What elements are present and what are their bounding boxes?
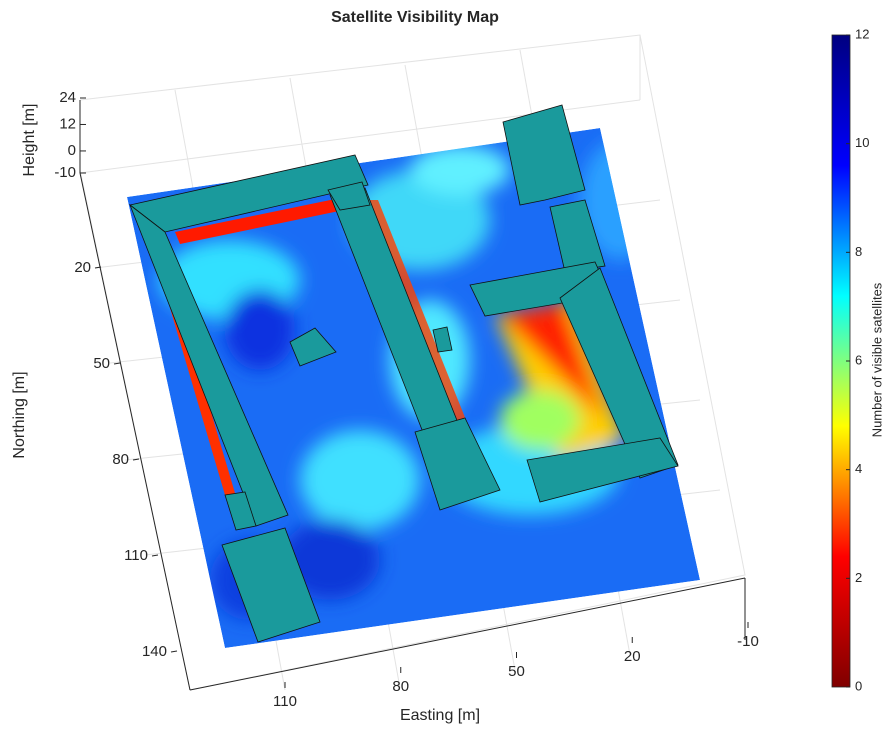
colorbar-tick-label: 8	[855, 244, 862, 259]
x-tick-label: 50	[508, 663, 525, 680]
x-tick-label: 80	[392, 678, 409, 695]
y-tick-label: 50	[93, 355, 110, 372]
z-tick-label: 0	[68, 142, 76, 159]
x-tick-label: 20	[624, 648, 641, 665]
y-tick	[171, 651, 177, 652]
y-tick-label: 110	[124, 547, 148, 564]
colorbar-tick-label: 12	[855, 26, 869, 41]
z-axis-label: Height [m]	[21, 104, 38, 177]
z-tick-label: 24	[59, 89, 76, 106]
colorbar-tick-label: 10	[855, 135, 869, 150]
y-tick	[114, 363, 120, 364]
colorbar-label: Number of visible satellites	[869, 282, 884, 437]
y-tick-label: 20	[74, 259, 91, 276]
chart-title: Satellite Visibility Map	[331, 9, 499, 26]
z-tick-label: -10	[54, 164, 76, 181]
colorbar-tick-label: 4	[855, 461, 862, 476]
x-tick-label: -10	[737, 633, 759, 650]
x-axis-label: Easting [m]	[400, 707, 480, 724]
colorbar-tick-label: 2	[855, 570, 862, 585]
x-tick-label: 110	[273, 693, 297, 710]
y-axis-label: Northing [m]	[11, 371, 28, 458]
y-tick-label: 140	[142, 643, 167, 660]
y-tick-label: 80	[112, 451, 129, 468]
z-tick-label: 12	[59, 115, 76, 132]
y-tick	[152, 555, 158, 556]
colorbar-tick-label: 6	[855, 352, 862, 367]
colorbar-tick-label: 0	[855, 678, 862, 693]
chart: Satellite Visibility Map Easting [m] Nor…	[0, 0, 895, 729]
